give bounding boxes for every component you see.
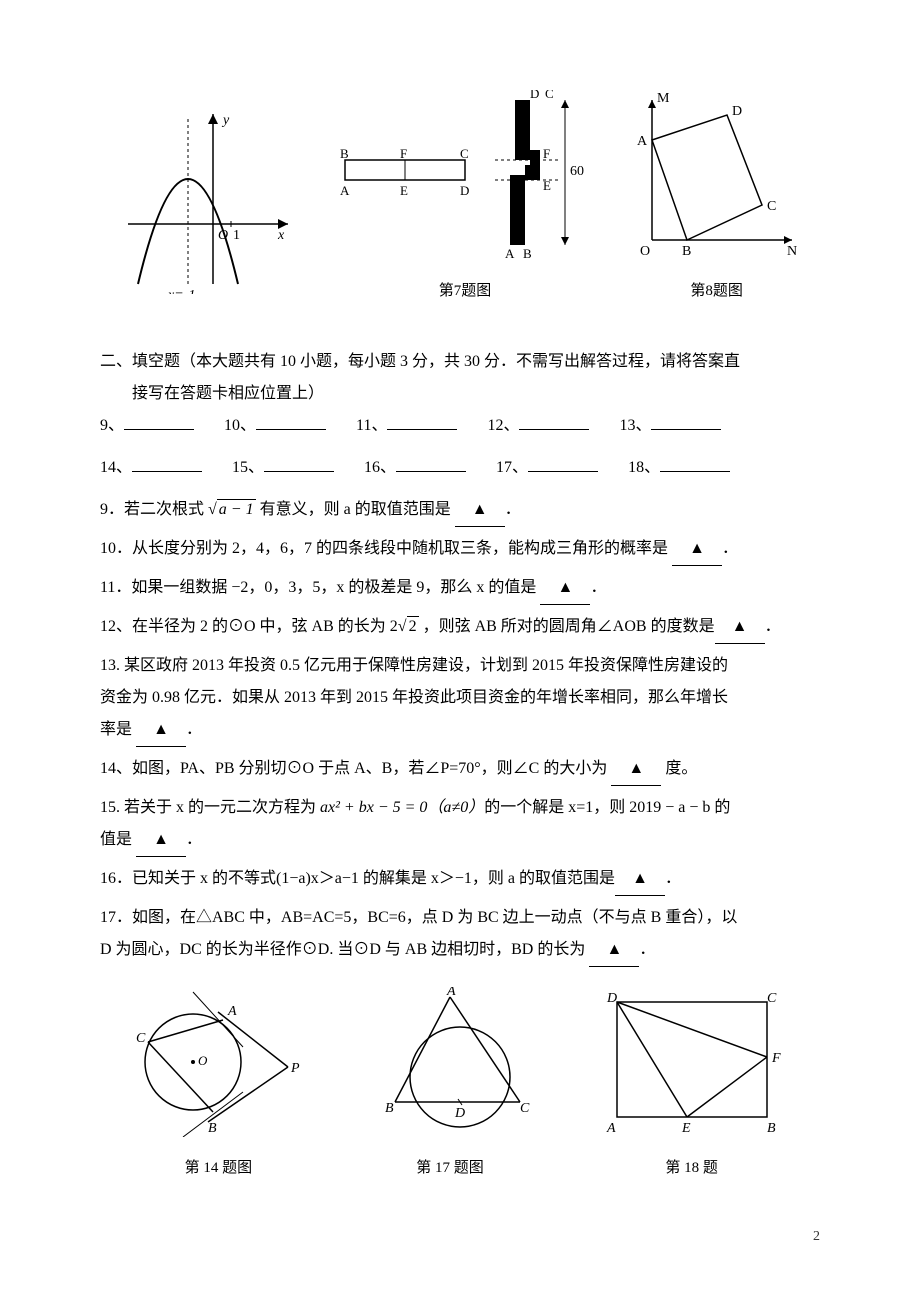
parabola-svg: O 1 x y x=-1 [118, 104, 298, 294]
svg-text:O: O [198, 1053, 208, 1068]
svg-text:D: D [460, 183, 469, 198]
blank-18: 18、 [628, 452, 730, 484]
svg-text:A: A [227, 1004, 237, 1019]
svg-text:M: M [657, 91, 670, 106]
section-title-line1: 二、填空题（本大题共有 10 小题，每小题 3 分，共 30 分．不需写出解答过… [100, 353, 740, 370]
svg-text:A: A [606, 1121, 616, 1136]
fig7-caption: 第7题图 [335, 276, 595, 306]
answer-blank: ▲ [611, 753, 661, 786]
question-17: 17．如图，在△ABC 中，AB=AC=5，BC=6，点 D 为 BC 边上一动… [100, 902, 820, 967]
fig8-caption: 第8题图 [632, 276, 802, 306]
svg-text:E: E [681, 1121, 691, 1136]
fig17-svg: A B C D [370, 987, 530, 1137]
answer-blank: ▲ [715, 611, 765, 644]
svg-text:C: C [136, 1031, 146, 1046]
top-figures-row: O 1 x y x=-1 A B C D E F [100, 90, 820, 306]
figure-18: A B C D E F 第 18 题 [597, 987, 787, 1183]
svg-text:B: B [340, 146, 349, 161]
x-axis-label: x [277, 228, 285, 243]
svg-text:B: B [208, 1121, 217, 1136]
section-title-line2: 接写在答题卡相应位置上） [132, 385, 324, 402]
figure-8: A D C B O M N 第8题图 [632, 90, 802, 306]
fig14-caption: 第 14 题图 [133, 1153, 303, 1183]
svg-text:A: A [637, 134, 648, 149]
fig14-svg: O A B C P [133, 987, 303, 1137]
svg-text:P: P [290, 1061, 300, 1076]
tick-1: 1 [233, 228, 240, 243]
fig8-svg: A D C B O M N [632, 90, 802, 260]
svg-text:C: C [767, 991, 777, 1006]
page-number: 2 [100, 1223, 820, 1251]
svg-text:60: 60 [570, 164, 584, 179]
blank-14: 14、 [100, 452, 202, 484]
question-16: 16．已知关于 x 的不等式(1−a)x＞a−1 的解集是 x＞−1，则 a 的… [100, 863, 820, 896]
svg-text:F: F [771, 1051, 781, 1066]
answer-blank: ▲ [455, 494, 505, 527]
svg-text:B: B [523, 246, 532, 260]
svg-text:C: C [460, 146, 469, 161]
blank-11: 11、 [356, 410, 457, 442]
svg-text:O: O [640, 244, 650, 259]
fig18-svg: A B C D E F [597, 987, 787, 1137]
question-10: 10．从长度分别为 2，4，6，7 的四条线段中随机取三条，能构成三角形的概率是… [100, 533, 820, 566]
question-14: 14、如图，PA、PB 分别切⊙O 于点 A、B，若∠P=70°，则∠C 的大小… [100, 753, 820, 786]
svg-text:F: F [543, 146, 550, 161]
blank-row-1: 9、 10、 11、 12、 13、 [100, 410, 820, 442]
question-9: 9．若二次根式 √a − 1 有意义，则 a 的取值范围是 ▲． [100, 494, 820, 527]
svg-text:A: A [505, 246, 515, 260]
svg-text:D: D [454, 1106, 465, 1121]
blank-10: 10、 [224, 410, 326, 442]
origin-label: O [218, 228, 228, 243]
answer-blank: ▲ [589, 934, 639, 967]
svg-text:B: B [682, 244, 691, 259]
fig17-caption: 第 17 题图 [370, 1153, 530, 1183]
figure-7: A B C D E F D C 60 F E [335, 90, 595, 306]
y-axis-label: y [221, 113, 230, 128]
svg-text:A: A [446, 987, 456, 999]
blank-16: 16、 [364, 452, 466, 484]
figure-14: O A B C P 第 14 题图 [133, 987, 303, 1183]
answer-blank: ▲ [136, 824, 186, 857]
svg-text:E: E [400, 183, 408, 198]
svg-text:D: D [606, 991, 617, 1006]
blank-9: 9、 [100, 410, 194, 442]
question-15: 15. 若关于 x 的一元二次方程为 ax² + bx − 5 = 0（a≠0）… [100, 792, 820, 857]
fig18-caption: 第 18 题 [597, 1153, 787, 1183]
fig7-svg: A B C D E F D C 60 F E [335, 90, 595, 260]
svg-text:F: F [400, 146, 407, 161]
svg-text:C: C [767, 199, 776, 214]
svg-text:D: D [530, 90, 539, 101]
blank-17: 17、 [496, 452, 598, 484]
svg-text:E: E [543, 178, 551, 193]
svg-text:N: N [787, 244, 797, 259]
svg-text:C: C [545, 90, 554, 101]
question-13: 13. 某区政府 2013 年投资 0.5 亿元用于保障性房建设，计划到 201… [100, 650, 820, 747]
parabola-figure: O 1 x y x=-1 [118, 104, 298, 306]
xline-label: x=-1 [167, 288, 195, 294]
blank-15: 15、 [232, 452, 334, 484]
svg-text:B: B [385, 1101, 394, 1116]
svg-text:A: A [340, 183, 350, 198]
svg-text:D: D [732, 104, 742, 119]
section-title: 二、填空题（本大题共有 10 小题，每小题 3 分，共 30 分．不需写出解答过… [100, 346, 820, 410]
answer-blank: ▲ [136, 714, 186, 747]
blank-12: 12、 [487, 410, 589, 442]
question-11: 11．如果一组数据 −2，0，3，5，x 的极差是 9，那么 x 的值是 ▲． [100, 572, 820, 605]
question-12: 12、在半径为 2 的⊙O 中，弦 AB 的长为 2√2 ，则弦 AB 所对的圆… [100, 611, 820, 644]
answer-blank: ▲ [615, 863, 665, 896]
svg-text:C: C [520, 1101, 530, 1116]
answer-blank: ▲ [540, 572, 590, 605]
answer-blank: ▲ [672, 533, 722, 566]
bottom-figures-row: O A B C P 第 14 题图 A B C D 第 17 题图 [100, 987, 820, 1183]
blank-13: 13、 [619, 410, 721, 442]
blank-row-2: 14、 15、 16、 17、 18、 [100, 452, 820, 484]
figure-17: A B C D 第 17 题图 [370, 987, 530, 1183]
svg-text:B: B [767, 1121, 776, 1136]
